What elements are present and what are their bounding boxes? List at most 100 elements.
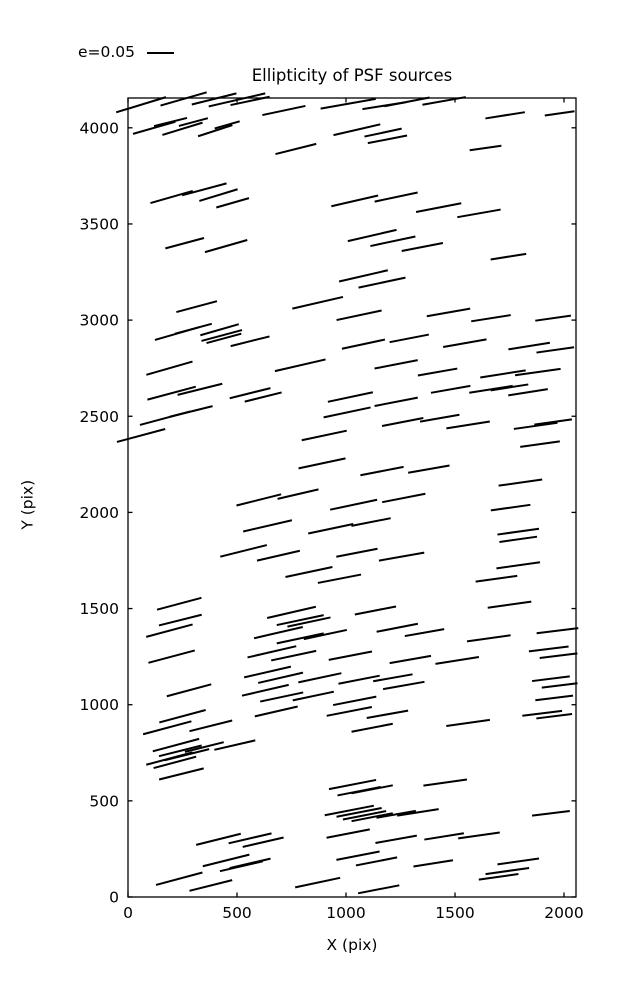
ellipticity-whisker (152, 737, 200, 753)
y-tick-label: 500 (89, 792, 119, 810)
y-tick-label: 3500 (80, 215, 119, 233)
ellipticity-whisker (397, 808, 439, 817)
ellipticity-whisker (415, 202, 462, 213)
ellipticity-whisker (169, 405, 213, 418)
y-axis-label: Y (pix) (18, 479, 37, 530)
ellipticity-whisker (165, 237, 205, 250)
ellipticity-whisker (242, 836, 284, 848)
ellipticity-whisker (536, 627, 579, 635)
ellipticity-whisker (508, 341, 551, 351)
ellipticity-whisker (381, 417, 424, 428)
y-tick-label: 4000 (80, 119, 119, 137)
ellipticity-whisker (376, 622, 419, 633)
ellipticity-whisker (254, 705, 298, 718)
ellipticity-whisker (401, 242, 444, 253)
ellipticity-whisker (166, 683, 212, 698)
y-tick-label: 3000 (80, 312, 119, 330)
ellipticity-whisker (174, 322, 213, 335)
ellipticity-whisker (292, 295, 344, 310)
ellipticity-whisker (534, 418, 573, 426)
ellipticity-whisker (413, 859, 454, 868)
x-tick-label: 1000 (326, 904, 365, 922)
ellipticity-whisker (375, 834, 418, 844)
ellipticity-whisker (541, 682, 578, 689)
ellipticity-whisker (528, 645, 569, 653)
y-tick-label: 1500 (80, 600, 119, 618)
ellipticity-whisker (370, 235, 416, 248)
ellipticity-whisker (471, 314, 511, 323)
ellipticity-whisker (262, 104, 306, 117)
ellipticity-whisker (366, 709, 409, 719)
ellipticity-whisker (229, 857, 271, 870)
ellipticity-whisker (364, 127, 402, 138)
ellipticity-whisker (189, 719, 233, 733)
ellipticity-whisker (374, 359, 418, 370)
ellipticity-whisker (162, 121, 203, 136)
y-tick-label: 1000 (80, 696, 119, 714)
ellipticity-whisker (478, 873, 519, 881)
ellipticity-whisker (153, 116, 188, 128)
ellipticity-whisker (535, 694, 574, 702)
ellipticity-whisker (430, 384, 471, 394)
ellipticity-whisker (145, 751, 193, 766)
reference-scale-line-icon (147, 51, 175, 54)
ellipticity-whisker (216, 197, 250, 209)
ellipticity-whisker (355, 856, 398, 867)
ellipticity-whisker (328, 650, 373, 661)
ellipticity-whisker (317, 573, 362, 584)
ellipticity-whisker (324, 804, 375, 817)
ellipticity-whisker (142, 720, 192, 736)
ellipticity-whisker (132, 120, 176, 135)
ellipticity-whisker (336, 547, 378, 558)
ellipticity-whisker (201, 329, 243, 342)
ellipticity-whisker (376, 809, 417, 819)
ellipticity-whisker (384, 96, 430, 108)
page-title: Ellipticity of PSF sources (251, 66, 453, 85)
ellipticity-whisker (357, 884, 400, 895)
ellipticity-whisker (199, 188, 238, 202)
ellipticity-whisker (200, 323, 240, 337)
ellipticity-whisker (147, 385, 197, 401)
ellipticity-whisker (230, 335, 270, 348)
x-tick-label: 1500 (435, 904, 474, 922)
ellipticity-whisker (326, 706, 373, 717)
ellipticity-whisker (177, 382, 223, 396)
ellipticity-whisker (276, 614, 324, 627)
ellipticity-whisker (285, 566, 333, 578)
ellipticity-whisker (358, 276, 406, 289)
ellipticity-whisker (381, 492, 426, 504)
ellipticity-whisker (298, 672, 342, 684)
ellipticity-whisker (145, 623, 193, 638)
ellipticity-whisker (360, 465, 404, 477)
x-tick-label: 0 (123, 904, 133, 922)
ellipticity-whisker (153, 755, 197, 770)
ellipticity-whisker (374, 191, 418, 203)
x-tick-label: 500 (222, 904, 252, 922)
ellipticity-whisker (148, 649, 196, 664)
ellipticity-whisker (115, 96, 167, 114)
legend-label: e=0.05 (78, 43, 136, 61)
ellipticity-whisker (419, 413, 460, 423)
ellipticity-whisker (508, 388, 548, 397)
ellipticity-whisker (498, 478, 543, 487)
ellipticity-whisker (274, 358, 326, 373)
ellipticity-whisker (247, 645, 297, 659)
ellipticity-whisker (475, 574, 518, 583)
ellipticity-whisker (424, 832, 465, 841)
ellipticity-whisker (204, 239, 248, 254)
ellipticity-whisker (457, 208, 501, 219)
ellipticity-whisker (442, 338, 487, 348)
ellipticity-whisker (338, 674, 380, 685)
ellipticity-whisker (236, 493, 282, 507)
ellipticity-whisker (328, 778, 377, 791)
ellipticity-whisker (256, 549, 301, 562)
ellipticity-whisker (336, 309, 382, 322)
ellipticity-whisker (446, 420, 490, 430)
plot-background (128, 98, 576, 897)
ellipticity-whisker (490, 383, 529, 392)
ellipticity-whisker (373, 673, 413, 683)
ellipticity-whisker (485, 866, 530, 876)
axis-tick-labels-group: 0 500 1000 1500 2000 0 500 1000 1500 2000 2500 3000… (80, 119, 584, 922)
